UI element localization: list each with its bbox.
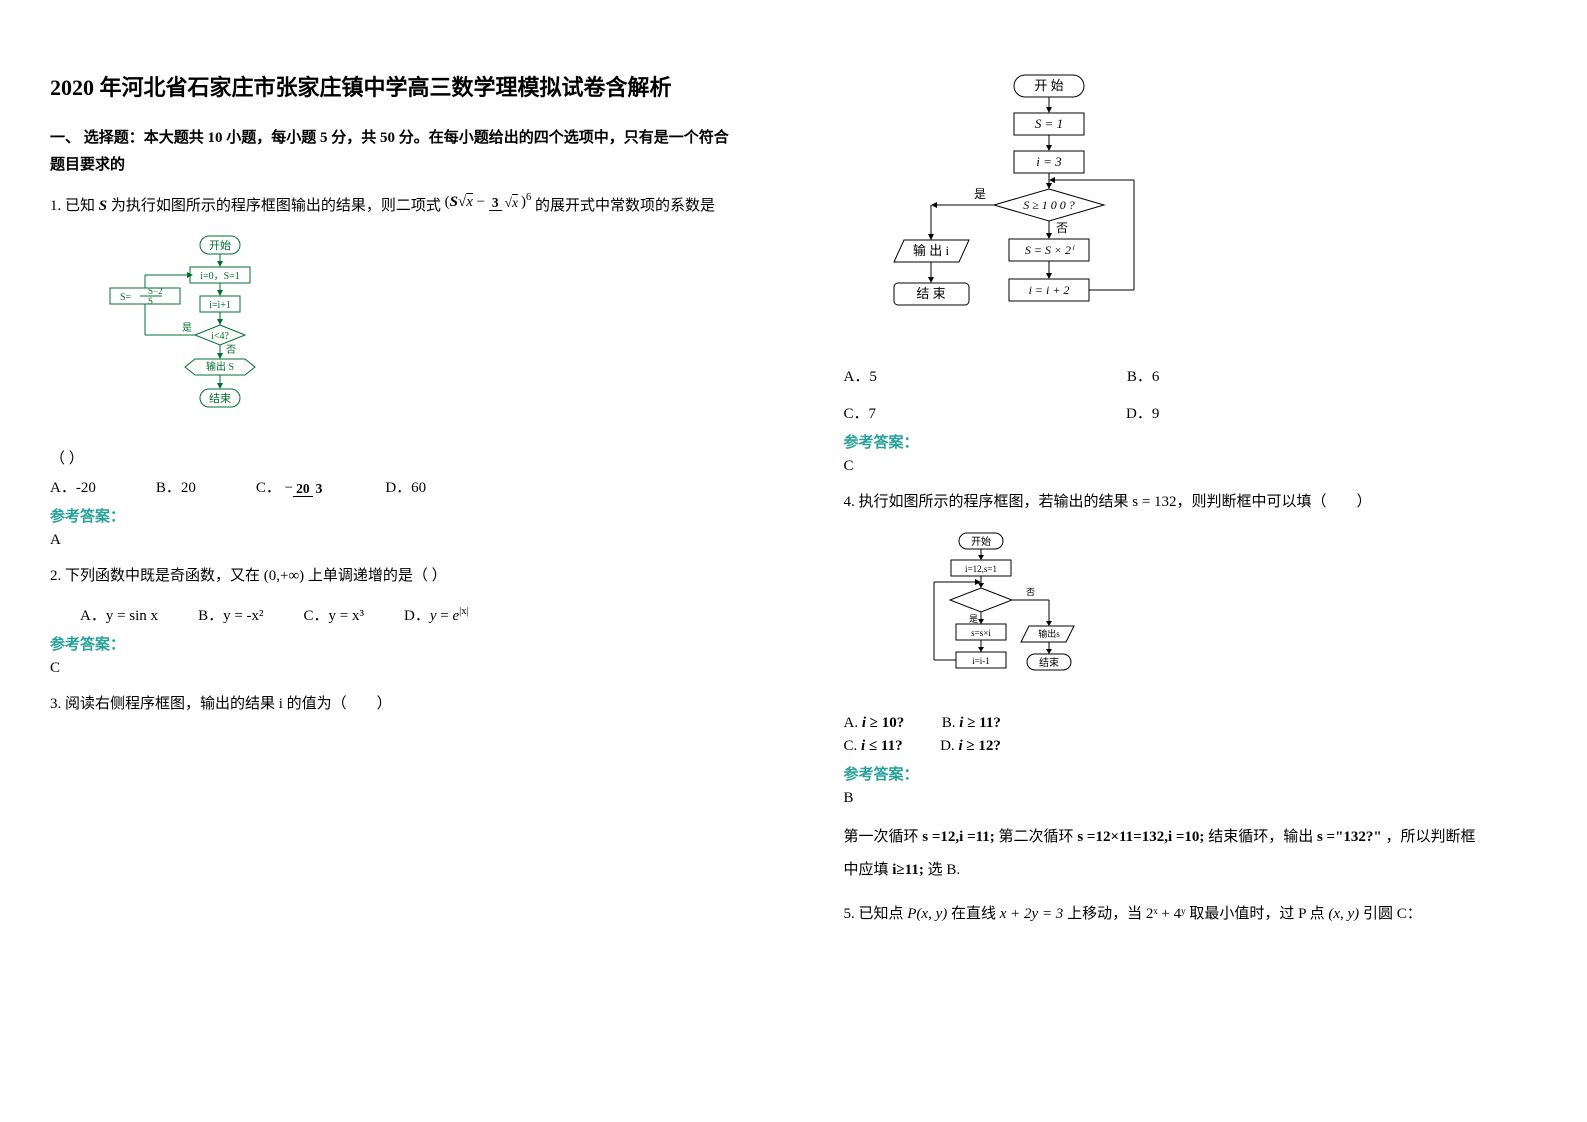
- q3-flowchart: 开 始 S = 1 i = 3 S ≥ 1 0 0 ? 是 输 出 i 结 束: [874, 70, 1538, 345]
- page-title: 2020 年河北省石家庄市张家庄镇中学高三数学理模拟试卷含解析: [50, 70, 744, 105]
- svg-text:否: 否: [1026, 587, 1035, 597]
- q2-options: A．y = sin x B．y = -x² C．y = x³ D．y = e|x…: [80, 604, 744, 625]
- q1-flowchart: 开始 i=0，S=1 i=i+1 i<4? 是 S= S−2 S 否: [100, 234, 744, 439]
- question-5: 5. 已知点 P(x, y) 在直线 x + 2y = 3 上移动，当 2ˣ +…: [844, 901, 1538, 928]
- q4-flowchart: 开始 i=12,s=1 是 s=s×i i=i-1 否 输出s: [904, 530, 1538, 705]
- answer-label: 参考答案：: [844, 763, 1538, 784]
- q4-opt-b: B. i ≥ 11?: [942, 715, 1001, 731]
- svg-text:输 出 i: 输 出 i: [912, 243, 949, 258]
- svg-text:i=12,s=1: i=12,s=1: [965, 564, 997, 574]
- answer-label: 参考答案：: [844, 431, 1538, 452]
- fc-inc: i=i+1: [209, 300, 231, 311]
- q1-opt-b: B．20: [156, 476, 196, 497]
- svg-text:开始: 开始: [971, 535, 991, 548]
- svg-text:输出s: 输出s: [1038, 628, 1060, 639]
- svg-text:i=i-1: i=i-1: [972, 656, 990, 666]
- fc-yes: 是: [182, 322, 192, 334]
- svg-text:i = 3: i = 3: [1036, 154, 1062, 169]
- fc-assign: S=: [120, 292, 132, 303]
- svg-text:i = i + 2: i = i + 2: [1028, 283, 1069, 297]
- question-1: 1. 已知 S 为执行如图所示的程序框图输出的结果，则二项式 (S√x − 3√…: [50, 193, 744, 220]
- q2-answer: C: [50, 660, 744, 677]
- fc-no: 否: [226, 344, 236, 356]
- q1-marker: （ ）: [50, 447, 744, 468]
- question-4: 4. 执行如图所示的程序框图，若输出的结果 s = 132，则判断框中可以填（ …: [844, 489, 1538, 516]
- svg-text:S−2: S−2: [148, 286, 163, 296]
- q3-answer: C: [844, 458, 1538, 475]
- q4-explanation: 第一次循环 s =12,i =11; 第二次循环 s =12×11=132,i …: [844, 821, 1538, 887]
- svg-text:否: 否: [1056, 221, 1068, 235]
- answer-label: 参考答案：: [50, 633, 744, 654]
- q3-options-row1: A．5 B．6: [844, 365, 1538, 386]
- q1-stem-a: 1. 已知: [50, 198, 95, 214]
- svg-text:结束: 结束: [1039, 656, 1059, 669]
- svg-text:结 束: 结 束: [916, 286, 945, 301]
- svg-text:S ≥ 1 0 0 ?: S ≥ 1 0 0 ?: [1023, 198, 1075, 212]
- svg-text:s=s×i: s=s×i: [971, 628, 991, 638]
- fc-out: 输出 S: [206, 360, 234, 373]
- q4-answer: B: [844, 790, 1538, 807]
- q1-stem-c: 的展开式中常数项的系数是: [535, 198, 715, 214]
- q4-opt-a: A. i ≥ 10?: [844, 715, 905, 731]
- q3-options-row2: C．7 D．9: [844, 402, 1538, 423]
- section-heading: 一、 选择题：本大题共 10 小题，每小题 5 分，共 50 分。在每小题给出的…: [50, 125, 744, 179]
- q3-opt-d: D．9: [1126, 402, 1159, 423]
- q4-opt-d: D. i ≥ 12?: [940, 738, 1001, 754]
- fc-init: i=0，S=1: [200, 271, 240, 282]
- q3-opt-c: C．7: [844, 402, 877, 423]
- q2-opt-c: C．y = x³: [304, 604, 364, 625]
- fc-end: 结束: [209, 392, 231, 405]
- svg-text:开 始: 开 始: [1034, 78, 1063, 93]
- q1-answer: A: [50, 532, 744, 549]
- question-3: 3. 阅读右侧程序框图，输出的结果 i 的值为（ ）: [50, 691, 744, 718]
- q1-stem-b: 为执行如图所示的程序框图输出的结果，则二项式: [111, 198, 441, 214]
- svg-text:是: 是: [969, 614, 978, 624]
- q2-opt-d: D．y = e|x|: [404, 604, 469, 625]
- q1-opt-d: D．60: [385, 476, 426, 497]
- q1-options: A．-20 B．20 C． −203 D．60: [50, 476, 744, 497]
- answer-label: 参考答案：: [50, 505, 744, 526]
- svg-text:是: 是: [974, 187, 986, 201]
- svg-text:S = 1: S = 1: [1034, 116, 1062, 131]
- q2-opt-a: A．y = sin x: [80, 604, 158, 625]
- fc-cond: i<4?: [211, 331, 229, 342]
- fc-start: 开始: [209, 238, 231, 252]
- q1-opt-a: A．-20: [50, 476, 96, 497]
- q4-opt-c: C. i ≤ 11?: [844, 738, 903, 754]
- q3-opt-a: A．5: [844, 365, 877, 386]
- q4-options-row1: A. i ≥ 10? B. i ≥ 11?: [844, 715, 1538, 732]
- svg-text:S: S: [148, 296, 153, 306]
- q1-opt-c: C． −203: [256, 476, 325, 497]
- svg-text:S = S × 2ⁱ: S = S × 2ⁱ: [1024, 243, 1074, 257]
- q3-opt-b: B．6: [1127, 365, 1160, 386]
- q4-options-row2: C. i ≤ 11? D. i ≥ 12?: [844, 738, 1538, 755]
- question-2: 2. 下列函数中既是奇函数，又在 (0,+∞) 上单调递增的是（ ）: [50, 563, 744, 590]
- q2-opt-b: B．y = -x²: [198, 604, 263, 625]
